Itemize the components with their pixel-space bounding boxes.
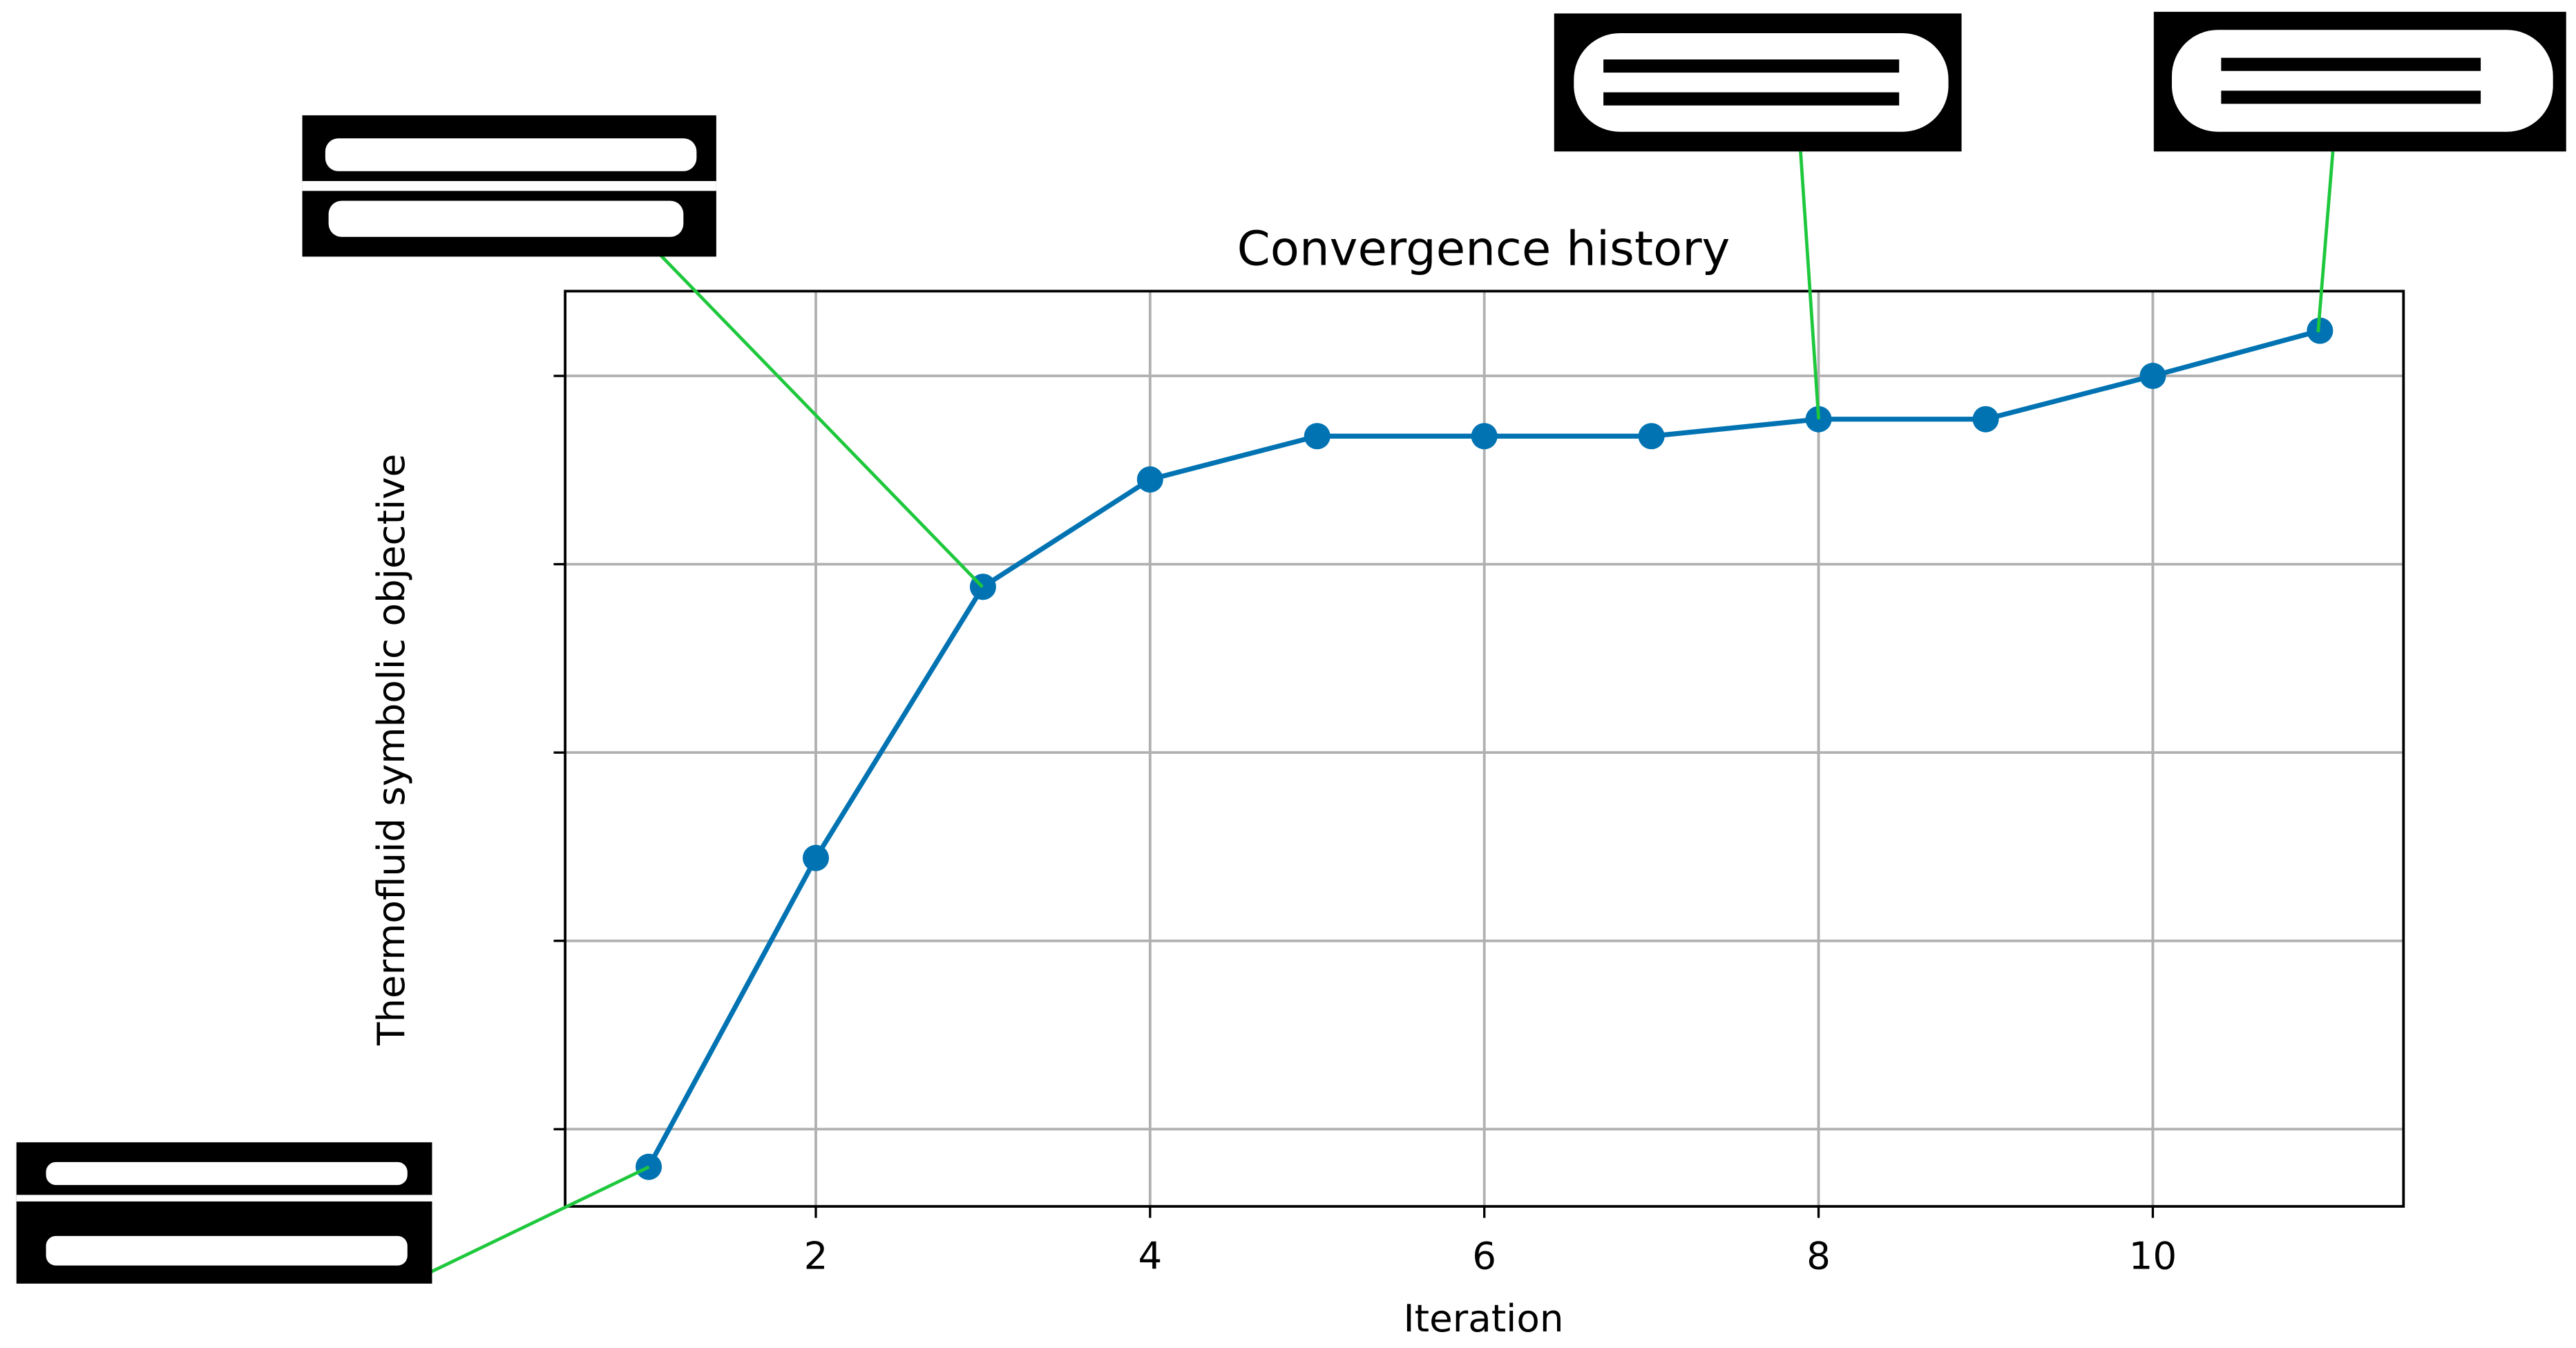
- data-point: [2139, 363, 2166, 390]
- data-point: [802, 844, 830, 871]
- design-thumbnail: [302, 115, 716, 257]
- connector: [656, 250, 984, 589]
- x-tick-label: 6: [1472, 1233, 1496, 1278]
- x-tick-label: 2: [804, 1233, 828, 1278]
- data-point: [2307, 317, 2334, 344]
- data-point: [1972, 406, 1999, 433]
- data-point: [1638, 423, 1665, 450]
- connector: [426, 1165, 650, 1275]
- x-tick-label: 10: [2129, 1233, 2177, 1278]
- x-tick-label: 8: [1806, 1233, 1831, 1278]
- chart-title: Convergence history: [1237, 221, 1730, 276]
- data-point: [1304, 423, 1330, 450]
- design-thumbnail: [1554, 13, 1962, 152]
- annotation-connectors: [426, 151, 2335, 1275]
- design-thumbnail: [16, 1142, 432, 1284]
- connector: [2316, 151, 2335, 333]
- x-tick-label: 4: [1138, 1233, 1162, 1278]
- x-axis-label: Iteration: [1404, 1296, 1564, 1340]
- data-point: [1136, 466, 1163, 493]
- plot-area: 2 4 6 8 10: [553, 289, 2405, 1278]
- connector: [1799, 151, 1821, 420]
- data-point: [1471, 423, 1498, 450]
- plot-frame: [564, 289, 2405, 1208]
- y-axis-label: Thermofluid symbolic objective: [369, 454, 413, 1046]
- design-thumbnail: [2153, 12, 2566, 152]
